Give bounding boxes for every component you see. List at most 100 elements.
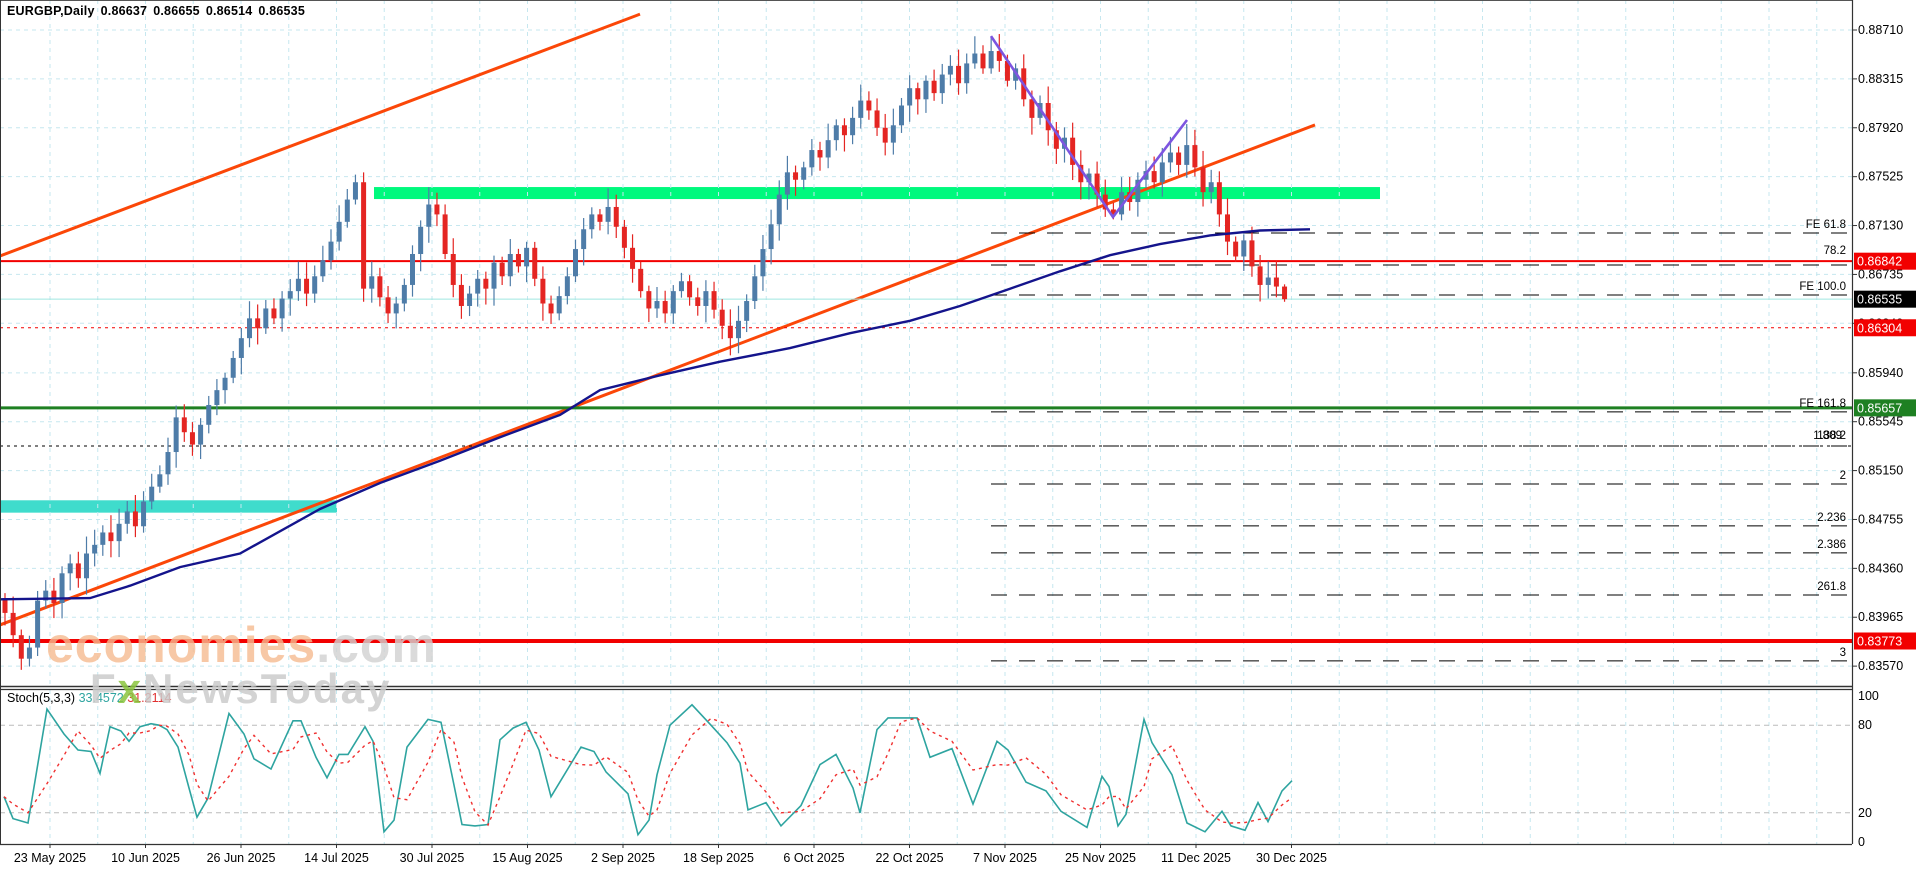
svg-text:22 Oct 2025: 22 Oct 2025 xyxy=(875,851,943,865)
svg-text:30 Jul 2025: 30 Jul 2025 xyxy=(400,851,465,865)
candle xyxy=(304,278,310,294)
candle xyxy=(882,127,888,143)
svg-text:100: 100 xyxy=(1858,689,1879,703)
svg-text:10 Jun 2025: 10 Jun 2025 xyxy=(111,851,180,865)
fib-label-2.386: 2.386 xyxy=(1817,539,1846,551)
candle xyxy=(393,303,399,314)
zigzag-line[interactable] xyxy=(989,35,1189,220)
price-badge-0.86304 xyxy=(1854,319,1916,337)
svg-text:0.84755: 0.84755 xyxy=(1858,512,1903,526)
trend-channel-layer xyxy=(0,12,1316,627)
candle xyxy=(1119,192,1125,215)
candle xyxy=(491,262,497,289)
support-zone-band[interactable] xyxy=(0,500,337,513)
date-axis[interactable]: 23 May 2025 10 Jun 2025 26 Jun 2025 14 Jul … xyxy=(14,844,1327,865)
fib-label-138.2: 138.2 xyxy=(1817,430,1846,442)
candle xyxy=(426,204,432,227)
svg-text:80: 80 xyxy=(1858,718,1872,732)
candle xyxy=(947,65,953,75)
moving-average-layer xyxy=(0,228,1311,601)
svg-text:0.86535: 0.86535 xyxy=(1857,293,1902,307)
candle xyxy=(442,214,448,255)
grid-layer xyxy=(0,0,1852,844)
candle xyxy=(222,377,228,391)
stochastic-main-line xyxy=(3,703,1293,837)
candle xyxy=(418,226,424,255)
candle xyxy=(866,100,872,111)
svg-text:0: 0 xyxy=(1858,835,1865,849)
candle xyxy=(564,276,570,297)
candle xyxy=(434,204,440,215)
svg-text:0.86842: 0.86842 xyxy=(1857,255,1902,269)
candle xyxy=(108,532,114,542)
candle xyxy=(238,338,244,358)
svg-text:14 Jul 2025: 14 Jul 2025 xyxy=(304,851,369,865)
candle xyxy=(18,635,24,659)
svg-text:2 Sep 2025: 2 Sep 2025 xyxy=(591,851,655,865)
stochastic-signal-line xyxy=(3,717,1293,827)
candle xyxy=(10,612,16,636)
svg-text:0.85657: 0.85657 xyxy=(1857,401,1902,415)
candle xyxy=(548,303,554,314)
zone-bands-layer xyxy=(0,187,1380,513)
candle xyxy=(92,544,98,554)
candle xyxy=(279,298,285,319)
fib-label-FE-61.8: FE 61.8 xyxy=(1806,219,1846,231)
candle xyxy=(654,301,660,309)
candle xyxy=(1192,145,1198,168)
ma-line[interactable] xyxy=(0,228,1311,601)
svg-text:0.85150: 0.85150 xyxy=(1858,464,1903,478)
resistance-zone-band[interactable] xyxy=(374,187,1380,200)
candle xyxy=(1004,60,1010,81)
candle xyxy=(613,206,619,227)
candle xyxy=(352,182,358,200)
candle xyxy=(377,276,383,298)
candle xyxy=(1200,167,1206,193)
candle xyxy=(573,249,578,277)
svg-text:20: 20 xyxy=(1858,806,1872,820)
stochastic-indicator-label: Stoch(5,3,3) 33.4572 31.2114 xyxy=(7,691,172,705)
candle xyxy=(385,297,391,314)
candle xyxy=(141,501,147,527)
candle xyxy=(59,573,65,604)
candle xyxy=(744,301,750,321)
candle xyxy=(483,278,489,289)
candle xyxy=(84,553,89,579)
candle xyxy=(638,268,644,292)
candle xyxy=(695,297,701,306)
candle xyxy=(312,276,318,294)
candle xyxy=(1273,277,1279,287)
candle xyxy=(1257,266,1263,285)
candle xyxy=(621,226,627,248)
candle xyxy=(344,199,350,222)
candle xyxy=(1249,240,1255,267)
channel-upper-trendline[interactable] xyxy=(0,12,641,258)
svg-text:0.85545: 0.85545 xyxy=(1858,415,1903,429)
candle xyxy=(1102,194,1108,210)
candle xyxy=(939,74,945,94)
candle xyxy=(850,117,856,136)
svg-text:11 Dec 2025: 11 Dec 2025 xyxy=(1161,851,1231,865)
candle xyxy=(1282,286,1288,300)
candle xyxy=(964,63,970,84)
candle xyxy=(972,53,978,64)
candle xyxy=(499,262,505,277)
candle xyxy=(165,452,171,475)
symbol-ohlc-title: EURGBP,Daily 0.86637 0.86655 0.86514 0.86535 xyxy=(7,4,311,18)
candle xyxy=(687,281,693,298)
candle xyxy=(776,194,782,225)
candle xyxy=(1184,145,1190,165)
candle xyxy=(67,563,73,574)
candle xyxy=(263,308,269,329)
candle xyxy=(124,511,130,524)
svg-text:25 Nov 2025: 25 Nov 2025 xyxy=(1065,851,1136,865)
candle xyxy=(206,404,212,425)
svg-text:26 Jun 2025: 26 Jun 2025 xyxy=(207,851,276,865)
candle xyxy=(369,276,375,289)
candle xyxy=(157,474,163,487)
price-axis[interactable]: 0.88710 0.88315 0.87920 0.87525 0.87130 0.867… xyxy=(1852,23,1903,849)
watermark-subtitle: FxNewsToday xyxy=(90,665,391,713)
candle xyxy=(1029,99,1035,118)
horizontal-lines-layer xyxy=(0,260,1852,644)
